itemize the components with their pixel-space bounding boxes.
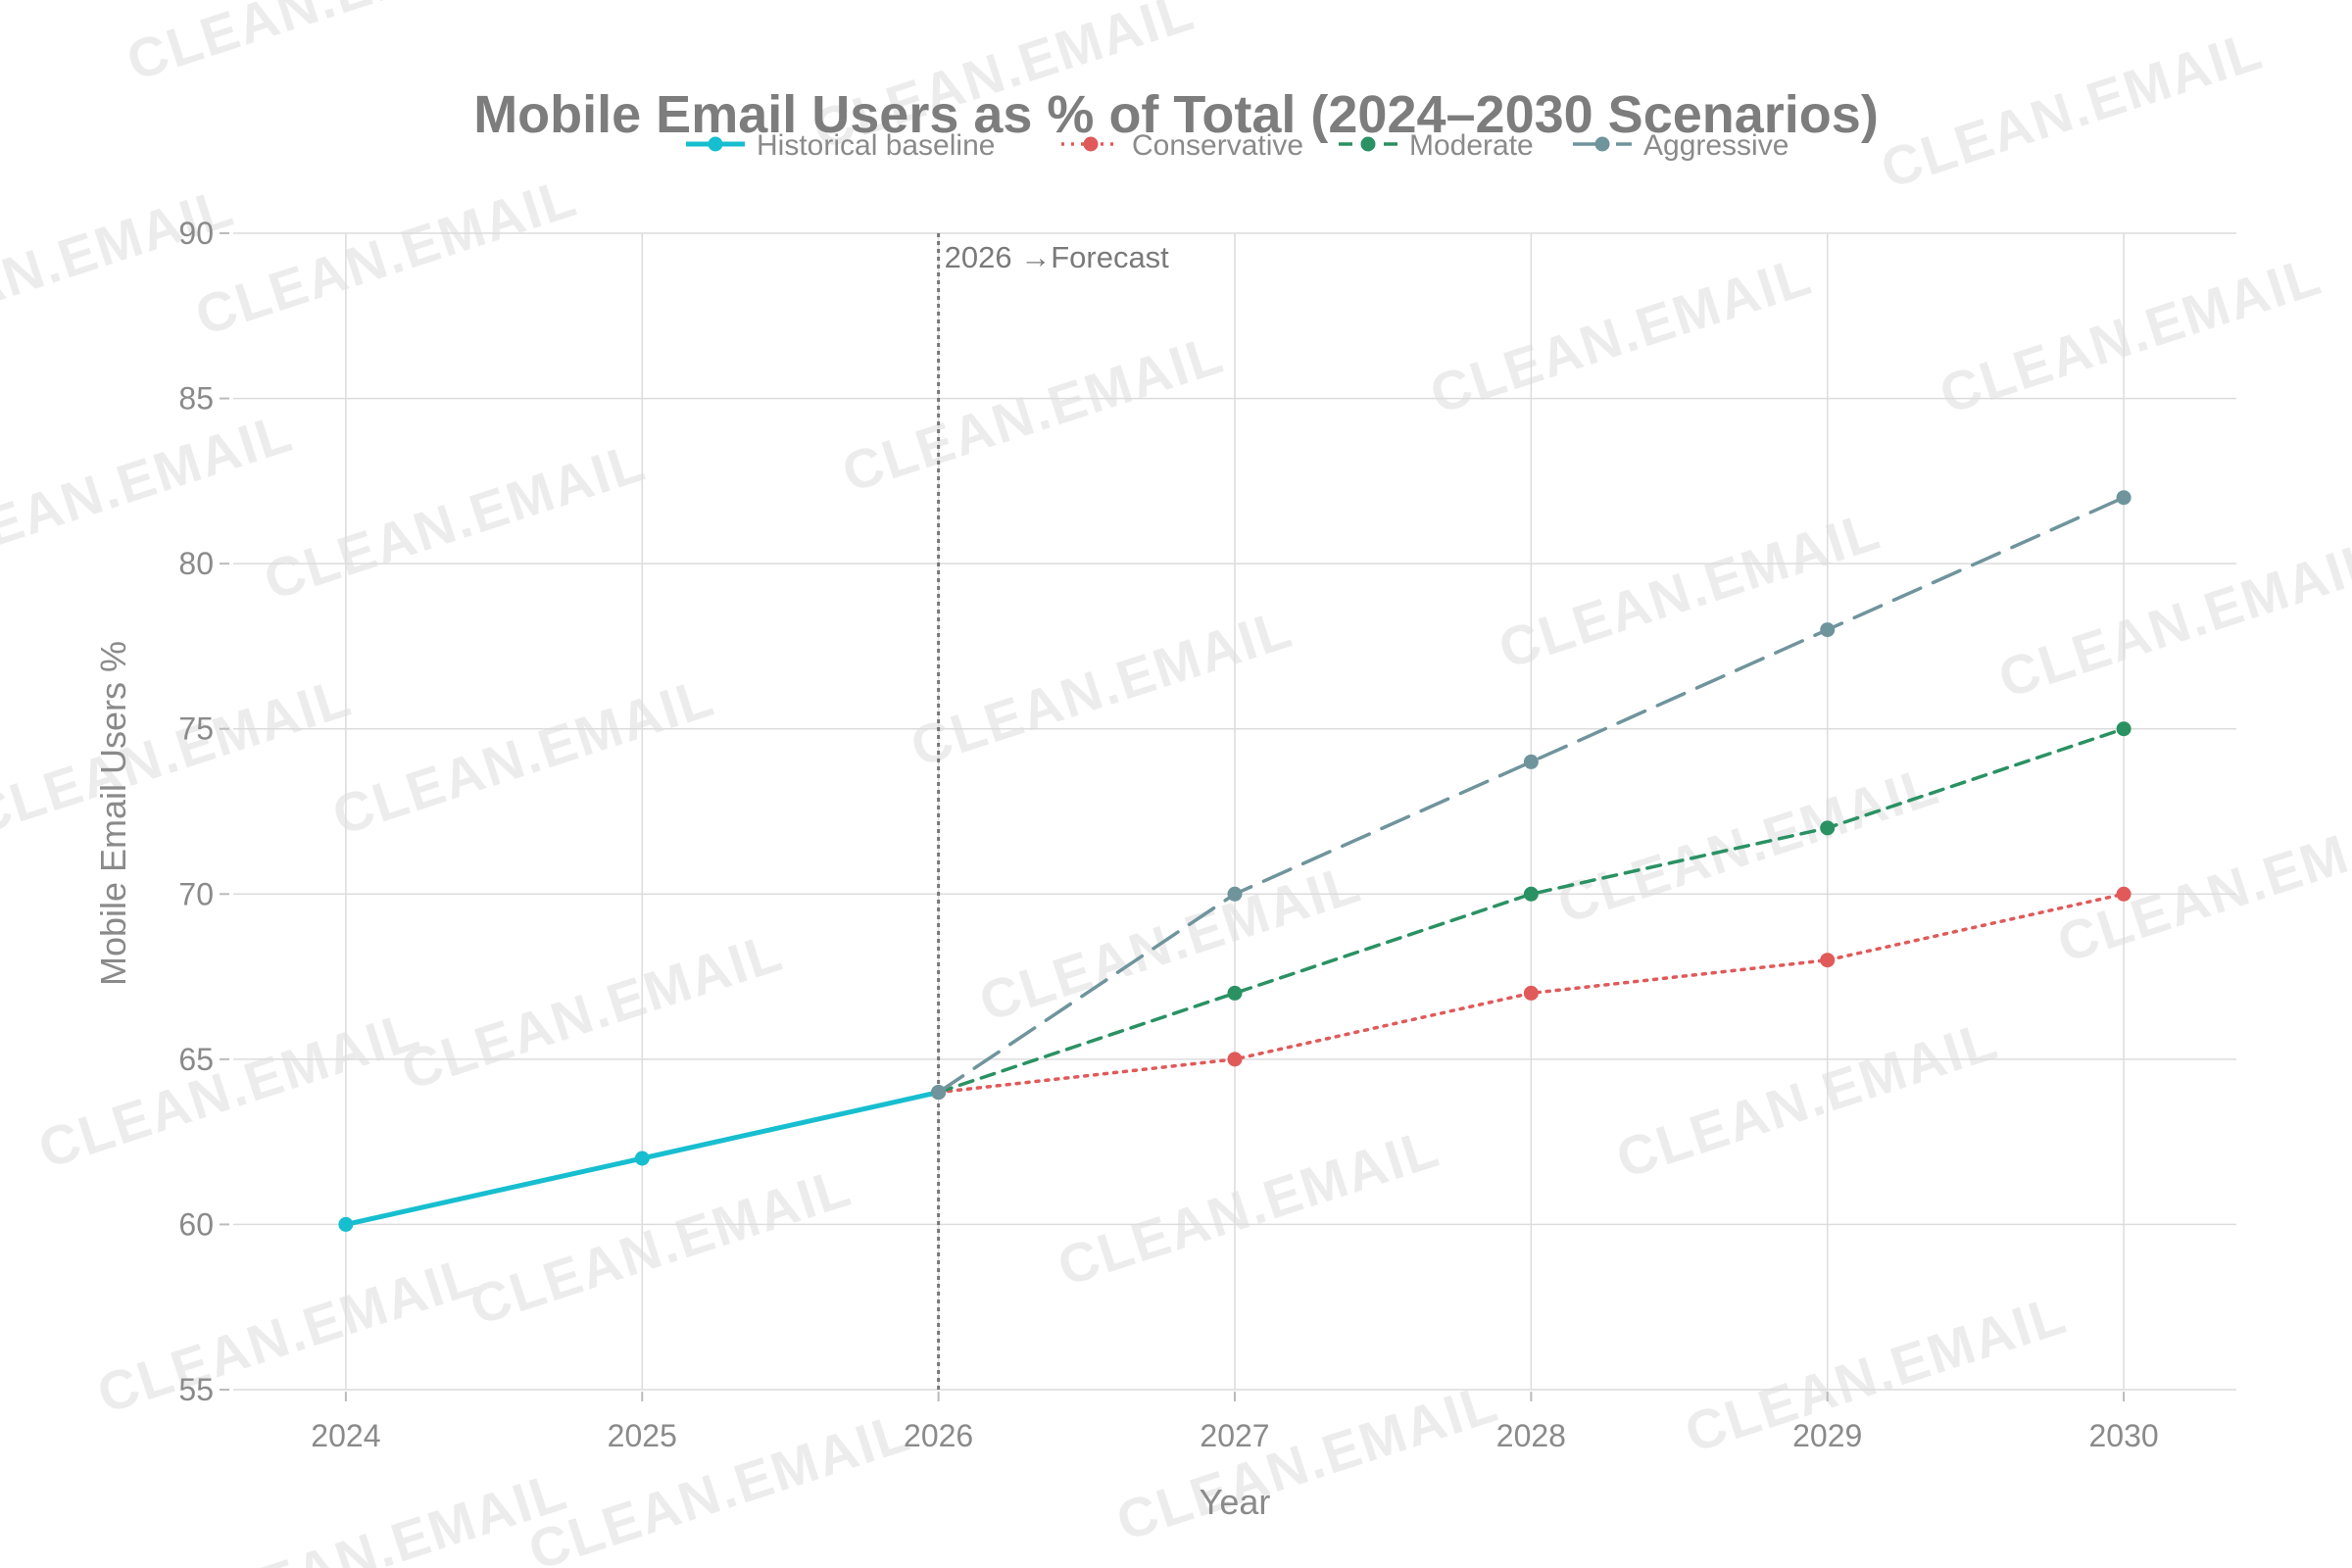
watermark-text: CLEAN.EMAIL [1609, 1008, 2005, 1190]
x-tick-label: 2025 [608, 1418, 677, 1453]
data-point [1523, 985, 1539, 1001]
y-tick-label: 55 [178, 1372, 214, 1407]
legend-item: Aggressive [1573, 129, 1788, 162]
x-tick-label: 2030 [2089, 1418, 2159, 1453]
data-point [1820, 953, 1836, 968]
y-tick-label: 60 [178, 1206, 214, 1242]
y-tick-label: 65 [178, 1042, 214, 1077]
watermark-text: CLEAN.EMAIL [1492, 499, 1887, 680]
legend-label: Moderate [1409, 129, 1534, 162]
watermark-text: CLEAN.EMAIL [325, 665, 721, 847]
data-point [1523, 754, 1539, 769]
watermark-text: CLEAN.EMAIL [2050, 793, 2352, 974]
legend-marker [1360, 136, 1376, 152]
legend-item: Conservative [1061, 129, 1303, 162]
data-point [1227, 886, 1243, 902]
legend-label: Historical baseline [757, 129, 995, 162]
watermark-text: CLEAN.EMAIL [178, 1459, 574, 1568]
watermark-text: CLEAN.EMAIL [835, 322, 1231, 504]
y-tick-label: 90 [178, 216, 214, 251]
data-point [634, 1151, 650, 1166]
watermark-text: CLEAN.EMAIL [188, 166, 584, 347]
series-line [936, 495, 2126, 1095]
legend-marker [1083, 136, 1099, 152]
series-layer [338, 490, 2132, 1232]
watermark-text: CLEAN.EMAIL [972, 852, 1368, 1033]
legend-marker [1594, 136, 1610, 152]
x-tick-label: 2026 [904, 1418, 973, 1453]
watermark-text: CLEAN.EMAIL [521, 1400, 917, 1568]
chart-title: Mobile Email Users as % of Total (2024–2… [473, 85, 1879, 144]
legend-label: Conservative [1132, 129, 1303, 162]
x-tick-label: 2028 [1496, 1418, 1566, 1453]
watermark-text: CLEAN.EMAIL [257, 430, 653, 612]
data-point [2116, 490, 2132, 506]
series-aggressive [931, 490, 2132, 1101]
watermark-text: CLEAN.EMAIL [904, 597, 1299, 778]
watermark-text: CLEAN.EMAIL [1109, 1371, 1505, 1552]
watermark-text: CLEAN.EMAIL [90, 1244, 486, 1425]
legend-label: Aggressive [1643, 129, 1788, 162]
data-point [2116, 886, 2132, 902]
watermark-text: CLEAN.EMAIL [1051, 1116, 1446, 1298]
watermark-text: CLEAN.EMAIL [31, 999, 427, 1180]
y-tick-label: 80 [178, 546, 214, 581]
series-line [936, 726, 2126, 1095]
data-point [338, 1216, 354, 1232]
data-point [931, 1085, 947, 1101]
x-tick-label: 2027 [1200, 1418, 1269, 1453]
data-point [1523, 886, 1539, 902]
axis-ticks: 55 60 65 70 75 80 85 90 2024 2025 2026 2027 2028 2029… [178, 216, 2158, 1453]
data-point [1227, 985, 1243, 1001]
watermark-text: CLEAN.EMAIL [1874, 19, 2270, 200]
watermark-text: CLEAN.EMAIL [0, 401, 300, 582]
data-point [1820, 622, 1836, 638]
watermark-text: CLEAN.EMAIL [0, 665, 359, 847]
y-tick-label: 70 [178, 876, 214, 911]
watermark-text: CLEAN.EMAIL [394, 920, 790, 1102]
watermark-text: CLEAN.EMAIL [120, 0, 515, 92]
data-point [1227, 1052, 1243, 1067]
watermark-text: CLEAN.EMAIL [463, 1155, 858, 1337]
data-point [2116, 721, 2132, 737]
legend-marker [708, 136, 723, 152]
data-point [1820, 820, 1836, 836]
forecast-annotation: 2026 →Forecast [945, 240, 1170, 274]
y-tick-label: 85 [178, 381, 214, 416]
x-tick-label: 2024 [311, 1418, 380, 1453]
y-tick-label: 75 [178, 711, 214, 747]
legend: Historical baseline Conservative Moderate A… [686, 129, 1788, 162]
legend-item: Historical baseline [686, 129, 995, 162]
watermark-text: CLEAN.EMAIL [1678, 1283, 2074, 1464]
legend-item: Moderate [1339, 129, 1534, 162]
watermark-text: CLEAN.EMAIL [1991, 528, 2352, 710]
x-axis-label: Year [1200, 1482, 1271, 1522]
x-tick-label: 2029 [1792, 1418, 1862, 1453]
y-axis-label: Mobile Email Users % [93, 641, 133, 986]
